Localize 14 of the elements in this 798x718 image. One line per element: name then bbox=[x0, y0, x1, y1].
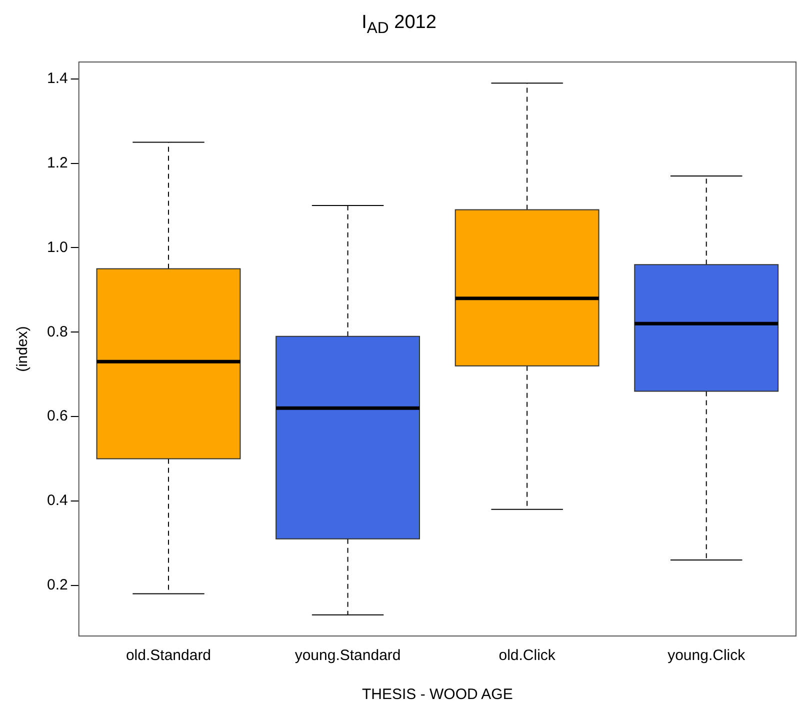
y-tick-label: 0.4 bbox=[46, 492, 68, 510]
y-tick-label: 0.8 bbox=[46, 323, 68, 340]
x-tick-label: old.Click bbox=[498, 647, 556, 664]
y-tick-label: 1.4 bbox=[46, 70, 68, 88]
x-axis-title: THESIS - WOOD AGE bbox=[362, 686, 513, 704]
y-tick-label: 1.0 bbox=[46, 238, 68, 256]
y-tick-label: 0.6 bbox=[46, 408, 68, 425]
x-tick-label: old.Standard bbox=[126, 647, 212, 664]
y-tick-label: 1.2 bbox=[46, 154, 68, 172]
y-tick-label: 0.2 bbox=[46, 576, 68, 594]
chart-title: I$_{AD}$ 2012 bbox=[360, 12, 438, 38]
x-tick-label: young.Standard bbox=[294, 647, 401, 664]
y-axis-title: (index) bbox=[14, 326, 32, 372]
x-tick-label: young.Click bbox=[668, 647, 746, 664]
